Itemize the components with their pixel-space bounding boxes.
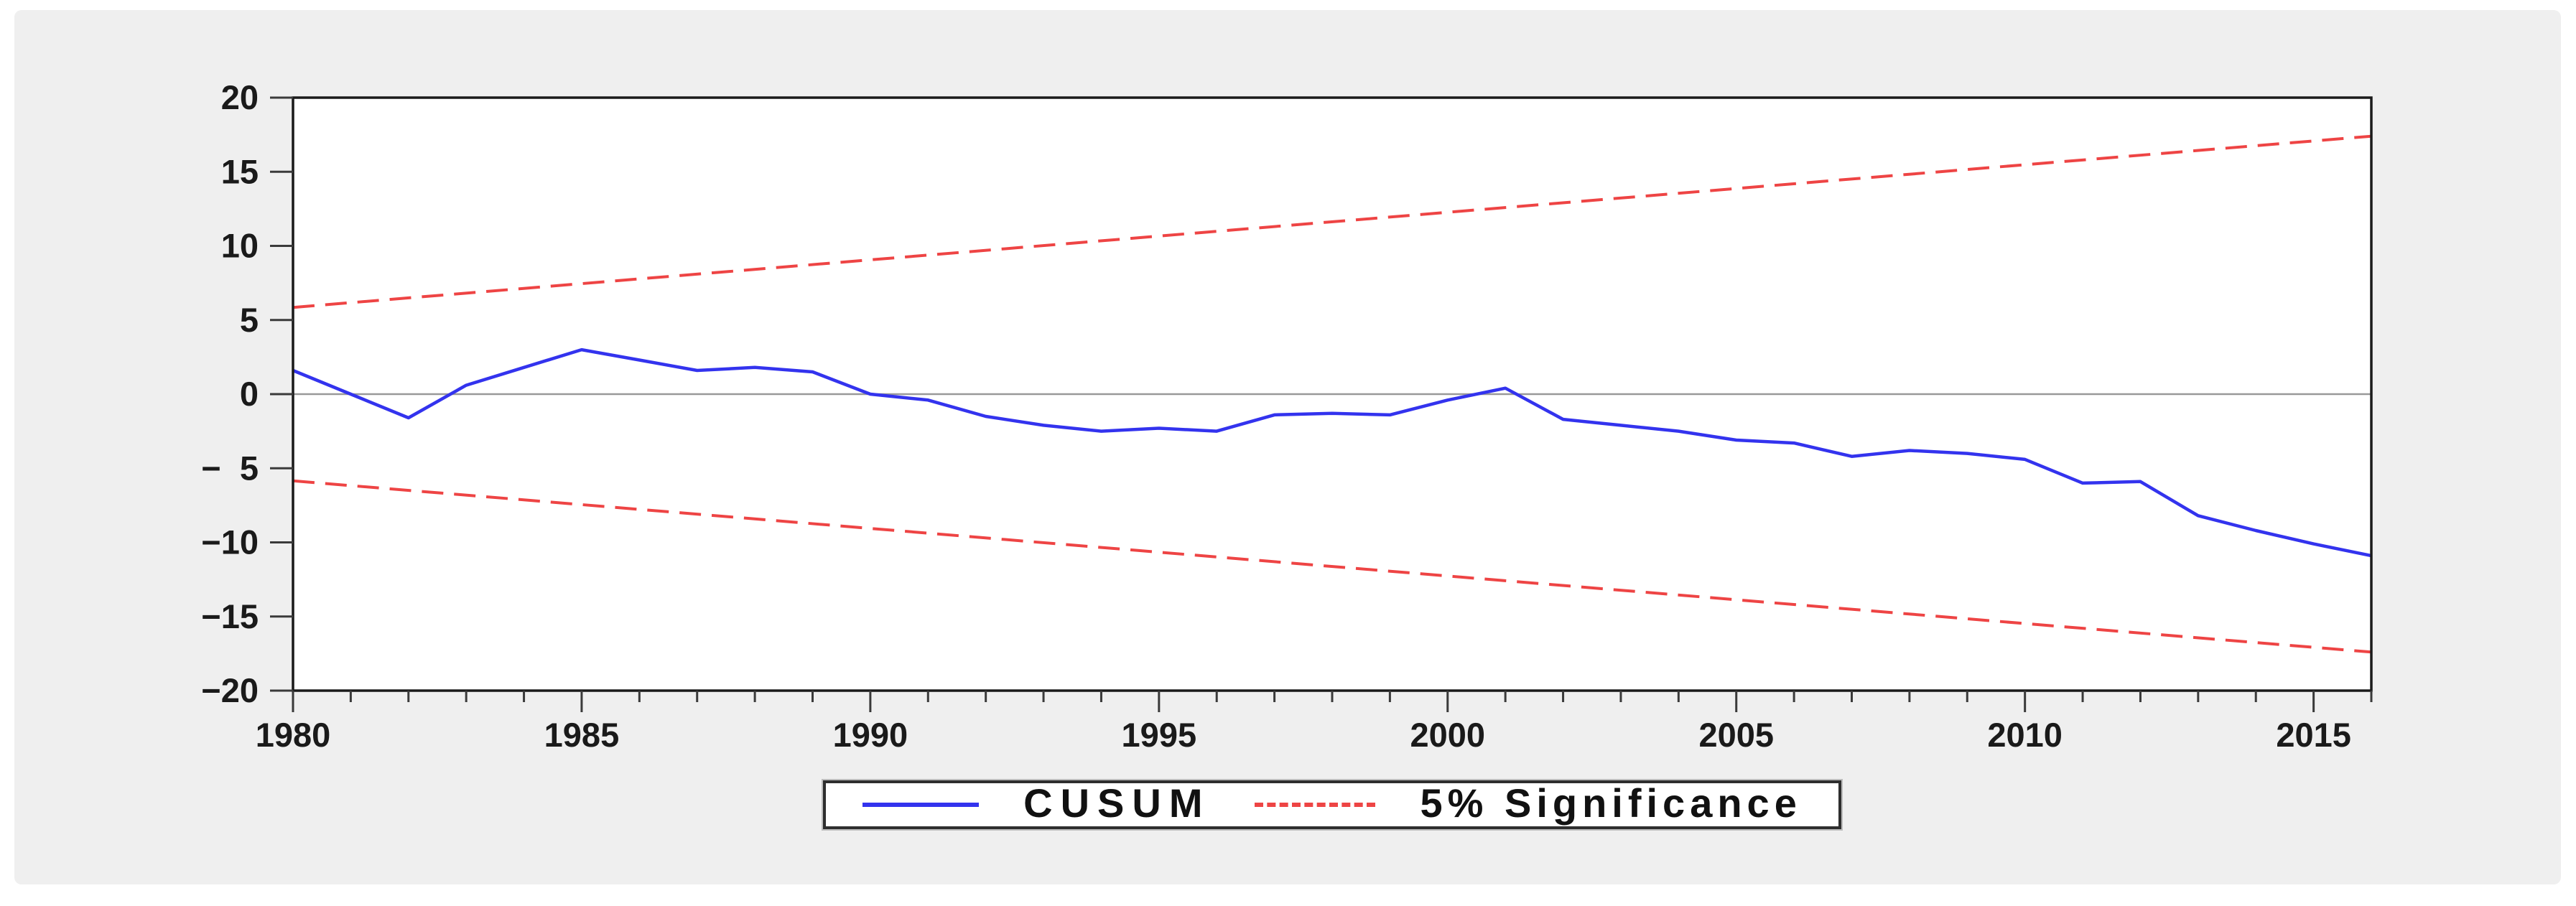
series-line-1 [292, 134, 2372, 309]
y-axis-label: − 5 [201, 449, 259, 487]
y-axis-label: 20 [221, 78, 259, 116]
x-axis-label: 2010 [1987, 716, 2063, 754]
y-axis-label: −15 [201, 597, 259, 635]
legend-significance-line-swatch [1255, 803, 1376, 807]
legend: CUSUM 5% Significance [823, 780, 1841, 829]
y-axis-label: −10 [201, 523, 259, 561]
x-axis-label: 2005 [1698, 716, 1774, 754]
y-axis-label: −20 [201, 671, 259, 709]
y-axis-label: 10 [221, 227, 259, 265]
x-axis-label: 1980 [256, 716, 331, 754]
x-axis-label: 2000 [1410, 716, 1485, 754]
legend-cusum-line-swatch [862, 803, 980, 807]
chart-canvas: 20 15 10 5 0− 5 −10 −15 −20 1980 1985 1990 1995 2000… [14, 10, 2561, 884]
series-line-2 [292, 479, 2372, 654]
legend-label-cusum: CUSUM [1023, 780, 1211, 826]
legend-label-significance: 5% Significance [1420, 780, 1802, 826]
x-axis-label: 1990 [833, 716, 908, 754]
x-axis-label: 1995 [1122, 716, 1197, 754]
y-axis-label: 5 [240, 301, 259, 339]
series-line-0 [292, 347, 2372, 558]
y-axis-label: 0 [240, 375, 259, 413]
x-axis-label: 1985 [544, 716, 620, 754]
y-axis-label: 15 [221, 152, 259, 190]
x-axis-label: 2015 [2276, 716, 2351, 754]
